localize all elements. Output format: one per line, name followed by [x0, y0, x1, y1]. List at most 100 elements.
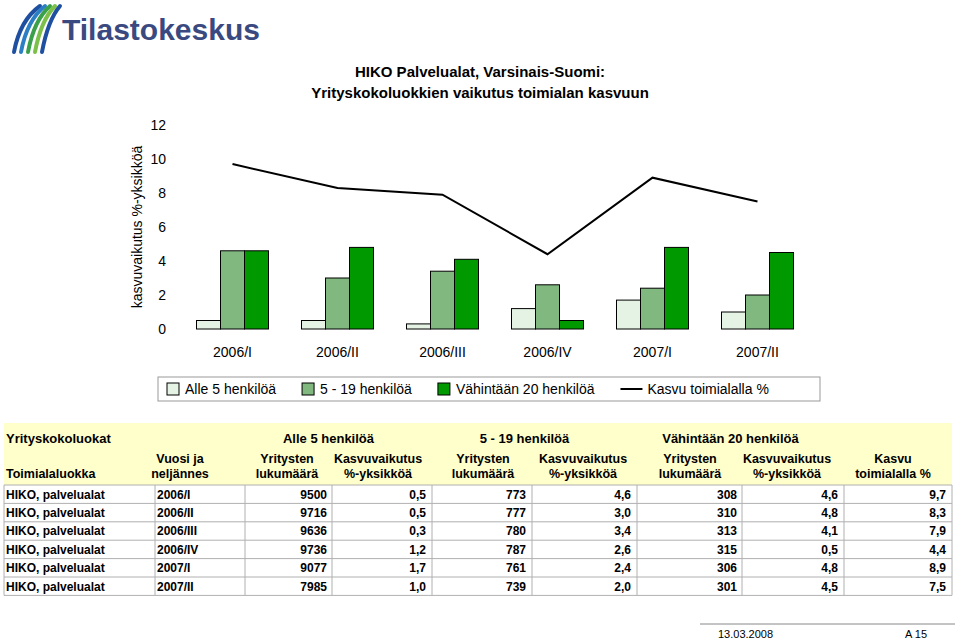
table-cell: 4,6	[821, 488, 838, 502]
x-tick-label: 2006/II	[316, 344, 359, 360]
y-tick-label: 8	[158, 185, 166, 201]
table-cell: 0,5	[409, 488, 426, 502]
table-group: Alle 5 henkilöä	[283, 431, 375, 446]
table-column-header: neljännes	[151, 467, 209, 481]
x-tick-label: 2007/II	[736, 344, 779, 360]
table-column-line	[432, 485, 433, 595]
y-tick-label: 6	[158, 219, 166, 235]
table-group: 5 - 19 henkilöä	[480, 431, 570, 446]
table-cell: 7985	[300, 580, 327, 594]
table-column-line	[637, 485, 638, 595]
table-cell: 8,9	[929, 561, 946, 575]
page: {"logo": {"text": "Tilastokeskus"}, "cha…	[0, 0, 960, 640]
table-cell: HIKO, palvelualat	[6, 580, 105, 594]
bar	[536, 285, 560, 329]
y-tick-label: 4	[158, 253, 166, 269]
legend-label: Vähintään 20 henkilöä	[456, 381, 595, 397]
chart-title: HIKO Palvelualat, Varsinais-Suomi:	[355, 63, 605, 80]
table-cell: 1,2	[409, 543, 426, 557]
legend-swatch	[438, 383, 450, 395]
table-row-line	[4, 558, 952, 559]
lines	[233, 164, 758, 254]
table-column-header: Kasvuvaikutus	[743, 452, 831, 466]
table-cell: HIKO, palvelualat	[6, 524, 105, 538]
table-column-header: Kasvuvaikutus	[334, 452, 422, 466]
table-cell: 8,3	[929, 506, 946, 520]
table-cell: 313	[717, 524, 737, 538]
table-cell: 2006/II	[157, 506, 194, 520]
table-group-header: Yrityskokoluokat	[6, 431, 111, 446]
table-cell: 2,6	[614, 543, 631, 557]
table-cell: HIKO, palvelualat	[6, 561, 105, 575]
legend-label: Alle 5 henkilöä	[185, 381, 276, 397]
table-cell: 315	[717, 543, 737, 557]
table-cell: 1,7	[409, 561, 426, 575]
bar	[302, 321, 326, 330]
legend: Alle 5 henkilöä5 - 19 henkilöäVähintään …	[158, 377, 820, 401]
table-cell: 2006/IV	[157, 543, 198, 557]
table-column-header: %-yksikköä	[549, 467, 617, 481]
table-cell: 3,0	[614, 506, 631, 520]
table-cell: 2,0	[614, 580, 631, 594]
x-tick-label: 2006/IV	[523, 344, 572, 360]
table-cell: 9636	[300, 524, 327, 538]
bar	[560, 321, 584, 330]
bar	[197, 321, 221, 330]
table-cell: 2006/III	[157, 524, 197, 538]
legend-swatch	[167, 383, 179, 395]
logo-stripe	[42, 6, 60, 52]
table-column-header: Vuosi ja	[156, 452, 205, 466]
bar	[770, 253, 794, 330]
table-cell: 0,3	[409, 524, 426, 538]
table-cell: 3,4	[614, 524, 631, 538]
x-tick-label: 2007/I	[633, 344, 672, 360]
table-column-header: Kasvu	[874, 452, 912, 466]
bar	[431, 271, 455, 329]
table-column-header: %-yksikköä	[753, 467, 821, 481]
table-cell: 310	[717, 506, 737, 520]
table-cell: 301	[717, 580, 737, 594]
table-cell: HIKO, palvelualat	[6, 543, 105, 557]
table-row-line	[4, 577, 952, 578]
table-cell: HIKO, palvelualat	[6, 488, 105, 502]
chart-subtitle: Yrityskokoluokkien vaikutus toimialan ka…	[311, 84, 649, 101]
logo: Tilastokeskus	[14, 6, 260, 52]
table-row-line	[4, 503, 952, 504]
table-cell: 7,5	[929, 580, 946, 594]
table-cell: 9716	[300, 506, 327, 520]
table-column-line	[532, 485, 533, 595]
table-column-header: Toimialaluokka	[6, 467, 96, 481]
table-row-line	[4, 595, 952, 596]
bar	[641, 288, 665, 329]
table-cell: 761	[506, 561, 526, 575]
table-column-header: lukumäärä	[659, 467, 722, 481]
table-cell: 0,5	[409, 506, 426, 520]
table-column-line	[155, 485, 156, 595]
table-column-header: toimialalla %	[855, 467, 931, 481]
table-cell: 0,5	[821, 543, 838, 557]
table-column-line	[952, 485, 953, 595]
table-column-line	[4, 485, 5, 595]
bar	[350, 247, 374, 329]
table-header-bg	[4, 423, 952, 485]
y-tick-label: 10	[150, 151, 166, 167]
legend-swatch	[620, 388, 642, 390]
table-cell: 306	[717, 561, 737, 575]
table-cell: 7,9	[929, 524, 946, 538]
bar	[512, 309, 536, 329]
table-cell: 780	[506, 524, 526, 538]
table-cell: 1,0	[409, 580, 426, 594]
table-cell: 308	[717, 488, 737, 502]
x-tick-label: 2006/I	[213, 344, 252, 360]
table-cell: 4,5	[821, 580, 838, 594]
table-column-line	[245, 485, 246, 595]
table-column-header: Yritysten	[260, 452, 314, 466]
legend-swatch	[302, 383, 314, 395]
table-cell: 4,8	[821, 506, 838, 520]
footer-page: A 15	[905, 628, 927, 640]
table-cell: 4,6	[614, 488, 631, 502]
table-column-line	[742, 485, 743, 595]
table-cell: 787	[506, 543, 526, 557]
bar	[326, 278, 350, 329]
y-axis-label: kasvuvaikutus %-yksikköä	[129, 145, 145, 308]
